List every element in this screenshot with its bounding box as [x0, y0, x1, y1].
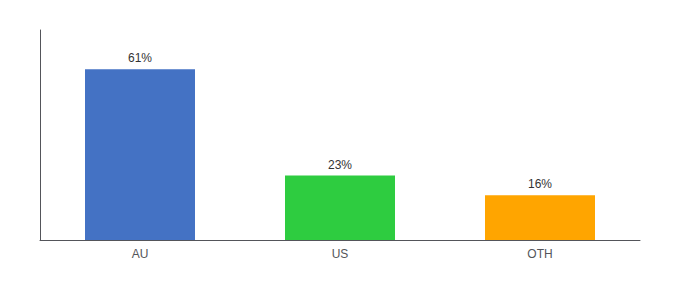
svg-text:23%: 23%: [328, 158, 352, 172]
svg-text:16%: 16%: [528, 177, 552, 191]
svg-text:61%: 61%: [128, 51, 152, 65]
svg-text:AU: AU: [132, 247, 149, 261]
svg-text:US: US: [332, 247, 349, 261]
svg-text:OTH: OTH: [527, 247, 552, 261]
